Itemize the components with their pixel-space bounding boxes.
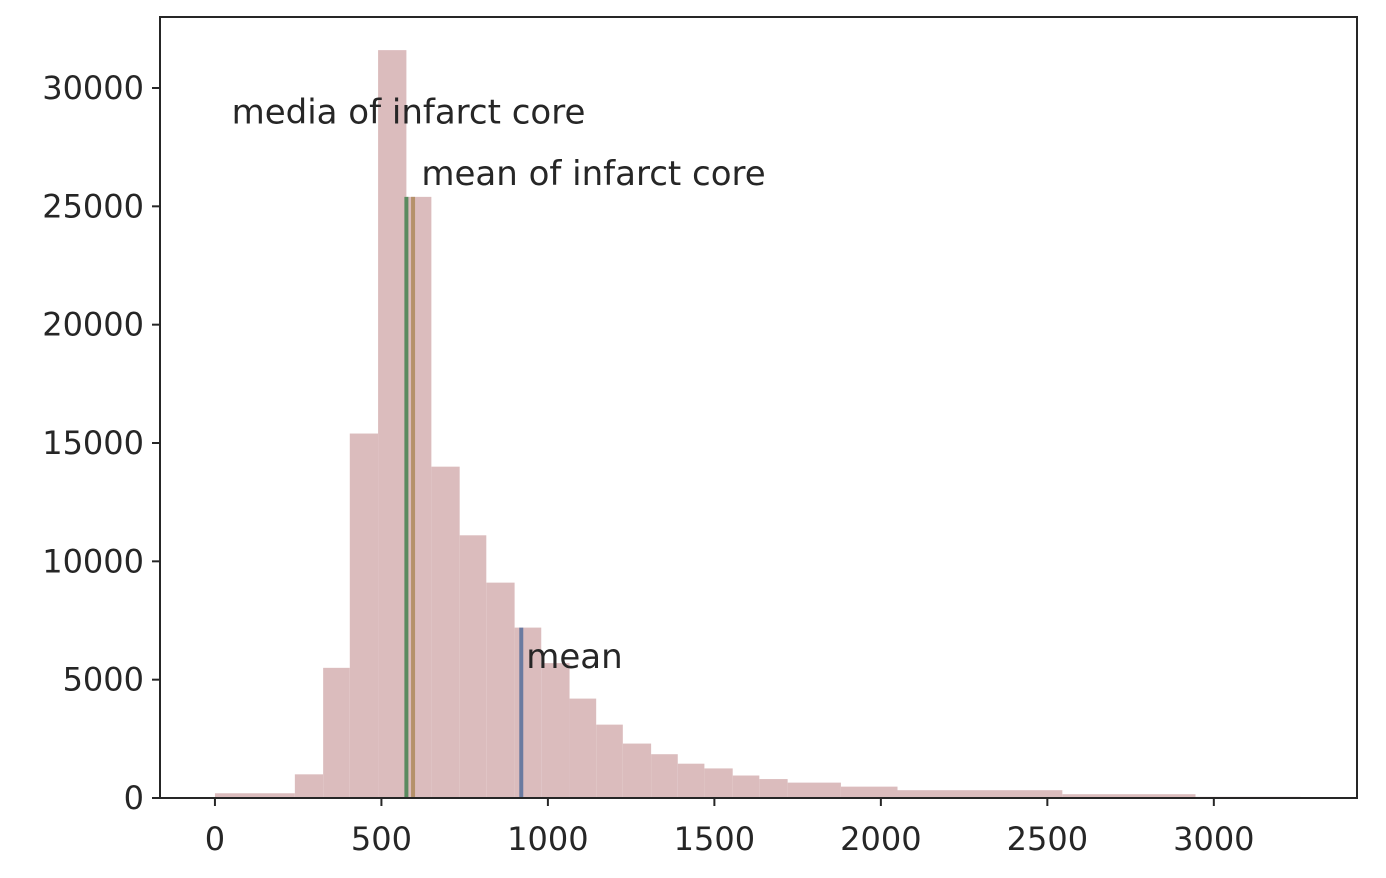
histogram-bar-21 (897, 790, 1063, 798)
y-tick-label-3: 15000 (42, 424, 144, 462)
histogram-bar-7 (459, 535, 487, 798)
histogram-bar-18 (759, 779, 788, 798)
annotation-infarct-mean: mean of infarct core (421, 154, 765, 194)
y-tick-label-1: 5000 (63, 661, 144, 699)
y-tick-label-2: 10000 (42, 542, 144, 580)
x-tick-label-5: 2500 (1007, 820, 1088, 858)
annotations-group: media of infarct core mean of infarct cor… (232, 93, 766, 677)
plot-frame (159, 16, 1358, 799)
histogram-bar-19 (787, 782, 841, 798)
histogram-bar-8 (486, 582, 515, 798)
histogram-bar-17 (732, 775, 760, 798)
y-axis-ticks: 0 5000 10000 15000 20000 25000 30000 (42, 69, 160, 817)
histogram-bar-5 (406, 196, 432, 798)
annotation-median: media of infarct core (232, 93, 586, 133)
histogram-bar-15 (677, 763, 705, 798)
y-tick-label-4: 20000 (42, 306, 144, 344)
histogram-bar-0 (214, 793, 295, 798)
histogram-bar-6 (431, 466, 460, 798)
vertical-lines-group (404, 196, 524, 798)
y-tick-label-0: 0 (124, 779, 144, 817)
x-tick-label-0: 0 (205, 820, 225, 858)
annotation-mean: mean (526, 637, 622, 677)
y-tick-label-5: 25000 (42, 187, 144, 225)
histogram-bar-13 (622, 743, 652, 798)
histogram-bar-11 (569, 698, 597, 798)
x-tick-label-6: 3000 (1173, 820, 1254, 858)
x-tick-label-2: 1000 (507, 820, 588, 858)
x-tick-label-1: 500 (351, 820, 412, 858)
histogram-bar-2 (323, 667, 350, 798)
x-tick-label-3: 1500 (674, 820, 755, 858)
x-tick-label-4: 2000 (840, 820, 921, 858)
histogram-bar-1 (294, 774, 324, 798)
histogram-bar-14 (651, 754, 678, 798)
histogram-bar-16 (704, 768, 733, 798)
bars-group (214, 50, 1301, 798)
histogram-bar-20 (840, 786, 898, 798)
histogram-bar-12 (596, 724, 623, 798)
histogram-bar-10 (541, 663, 570, 798)
histogram-bar-4 (378, 50, 407, 798)
x-axis-ticks: 0 500 1000 1500 2000 2500 3000 (205, 798, 1255, 858)
histogram-bar-9 (514, 627, 542, 798)
histogram-bar-3 (349, 433, 379, 798)
y-tick-label-6: 30000 (42, 69, 144, 107)
histogram-bar-22 (1062, 794, 1196, 798)
